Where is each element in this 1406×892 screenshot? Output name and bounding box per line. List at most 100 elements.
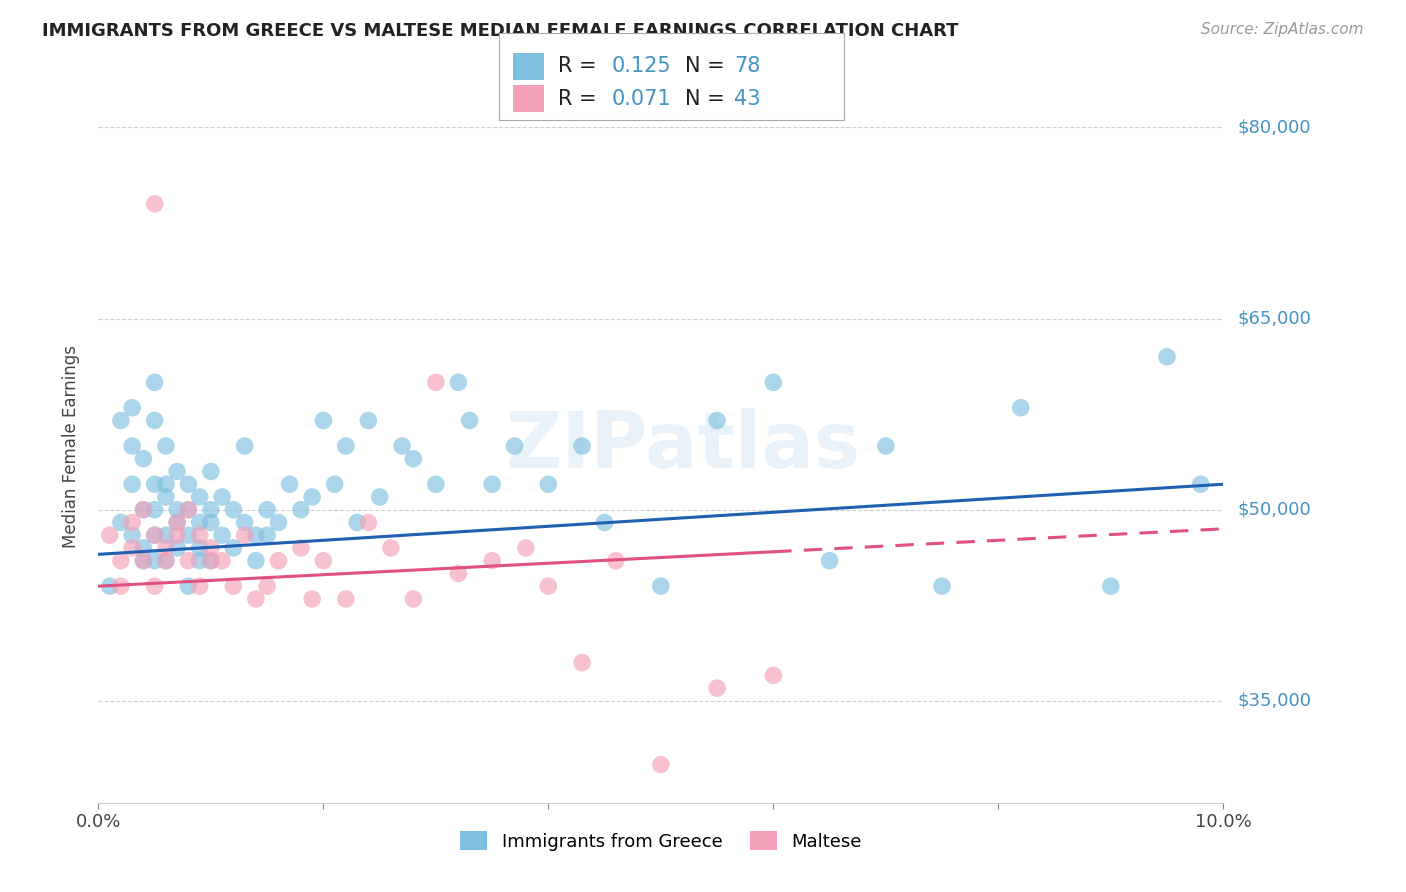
Point (188, 516, 211, 530)
Point (290, 541, 312, 555)
Point (188, 554, 211, 568)
Point (177, 528, 200, 542)
Point (256, 579, 278, 593)
Point (458, 413, 481, 427)
Point (211, 490, 233, 504)
Point (233, 516, 256, 530)
Point (98, 528, 121, 542)
Point (245, 554, 267, 568)
Point (605, 554, 627, 568)
Point (267, 516, 290, 530)
Point (143, 528, 166, 542)
Point (312, 413, 335, 427)
Point (368, 490, 391, 504)
Point (537, 477, 560, 491)
Point (481, 477, 503, 491)
Point (380, 541, 402, 555)
Point (256, 502, 278, 516)
Point (166, 528, 188, 542)
Point (425, 376, 447, 390)
Point (143, 502, 166, 516)
Text: $35,000: $35,000 (1237, 692, 1312, 710)
Point (121, 516, 143, 530)
Point (132, 502, 155, 516)
Text: $65,000: $65,000 (1237, 310, 1310, 327)
Point (166, 465, 188, 479)
Point (357, 516, 380, 530)
Point (155, 541, 177, 555)
Point (335, 591, 357, 606)
Point (110, 579, 132, 593)
Point (222, 502, 245, 516)
Point (650, 757, 672, 772)
Text: $50,000: $50,000 (1237, 500, 1310, 519)
Point (447, 376, 470, 390)
Point (166, 516, 188, 530)
Point (143, 477, 166, 491)
Text: 0.125: 0.125 (612, 56, 671, 76)
Point (1189, 477, 1212, 491)
Point (110, 413, 132, 427)
Point (155, 439, 177, 453)
Point (1156, 350, 1178, 364)
Point (211, 554, 233, 568)
Point (132, 502, 155, 516)
Point (166, 541, 188, 555)
Point (200, 465, 222, 479)
Point (121, 528, 143, 542)
Point (188, 490, 211, 504)
Point (110, 516, 132, 530)
Point (481, 554, 503, 568)
Point (256, 528, 278, 542)
Point (143, 376, 166, 390)
Point (312, 554, 335, 568)
Point (402, 591, 425, 606)
Point (155, 477, 177, 491)
Point (200, 516, 222, 530)
Point (515, 541, 537, 555)
Point (143, 579, 166, 593)
Point (447, 566, 470, 581)
Text: ZIPatlas: ZIPatlas (506, 408, 860, 484)
Point (155, 528, 177, 542)
Point (188, 541, 211, 555)
Point (110, 554, 132, 568)
Point (132, 554, 155, 568)
Point (875, 439, 897, 453)
Point (155, 490, 177, 504)
Point (222, 541, 245, 555)
Point (177, 502, 200, 516)
Point (402, 451, 425, 466)
Point (503, 439, 526, 453)
Point (200, 554, 222, 568)
Point (177, 477, 200, 491)
Point (143, 554, 166, 568)
Point (323, 477, 346, 491)
Point (245, 528, 267, 542)
Text: 78: 78 (734, 56, 761, 76)
Point (143, 197, 166, 211)
Point (650, 579, 672, 593)
Point (818, 554, 841, 568)
Point (391, 439, 413, 453)
Point (143, 413, 166, 427)
Point (233, 439, 256, 453)
Text: N =: N = (685, 56, 731, 76)
Point (706, 681, 728, 695)
Point (166, 502, 188, 516)
Point (706, 413, 728, 427)
Point (98, 579, 121, 593)
Point (1010, 401, 1032, 415)
Point (301, 591, 323, 606)
Text: N =: N = (685, 88, 731, 109)
Point (121, 439, 143, 453)
Point (245, 591, 267, 606)
Point (357, 413, 380, 427)
Point (222, 579, 245, 593)
Point (188, 579, 211, 593)
Text: IMMIGRANTS FROM GREECE VS MALTESE MEDIAN FEMALE EARNINGS CORRELATION CHART: IMMIGRANTS FROM GREECE VS MALTESE MEDIAN… (42, 22, 959, 40)
Point (121, 477, 143, 491)
Point (200, 541, 222, 555)
Point (762, 376, 785, 390)
Point (132, 541, 155, 555)
